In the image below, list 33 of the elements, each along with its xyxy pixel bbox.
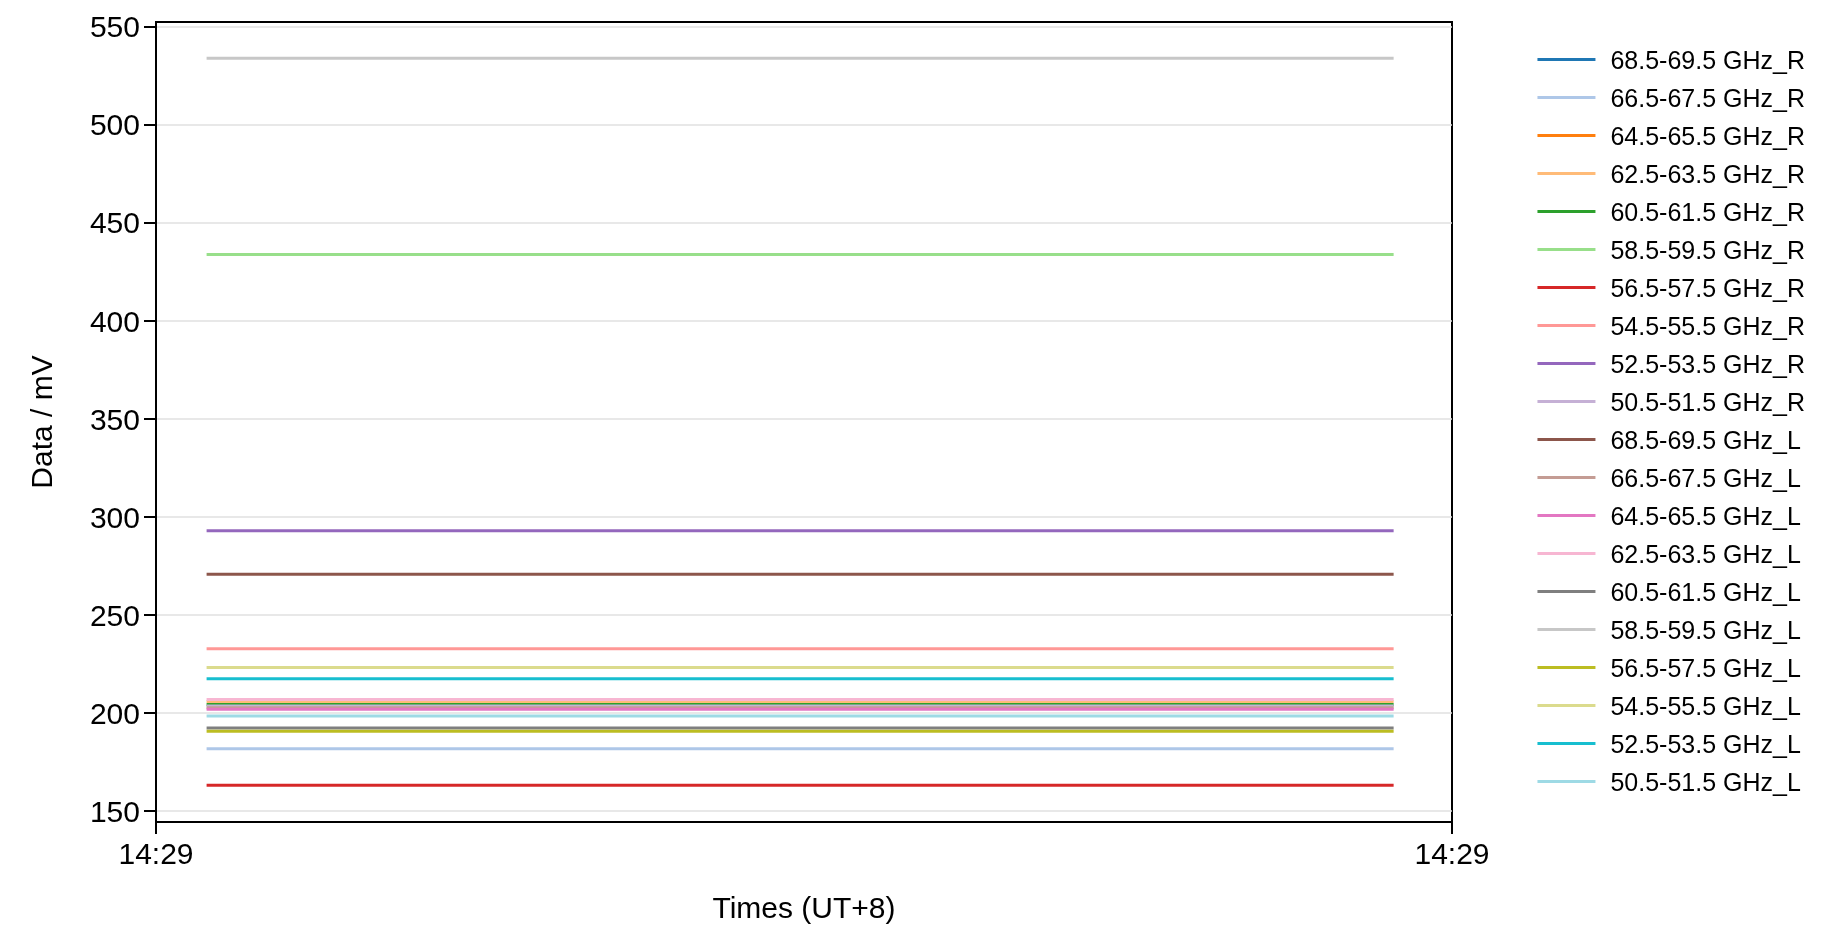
legend-label: 66.5-67.5 GHz_L [1610, 463, 1801, 492]
legend-label: 60.5-61.5 GHz_L [1610, 577, 1801, 606]
legend-label: 50.5-51.5 GHz_R [1610, 387, 1805, 416]
legend-label: 68.5-69.5 GHz_L [1610, 425, 1801, 454]
legend-label: 54.5-55.5 GHz_R [1610, 311, 1805, 340]
y-tick-label: 250 [89, 598, 140, 632]
y-tick-label: 300 [89, 500, 140, 534]
legend-label: 64.5-65.5 GHz_L [1610, 501, 1801, 530]
legend-label: 56.5-57.5 GHz_L [1610, 653, 1801, 682]
legend-label: 60.5-61.5 GHz_R [1610, 197, 1805, 226]
legend-label: 58.5-59.5 GHz_L [1610, 615, 1801, 644]
y-tick-label: 550 [89, 10, 140, 44]
legend-label: 66.5-67.5 GHz_R [1610, 83, 1805, 112]
x-tick-label: 14:29 [118, 836, 194, 870]
y-tick-label: 200 [89, 696, 140, 730]
legend-label: 68.5-69.5 GHz_R [1610, 45, 1805, 74]
legend-label: 64.5-65.5 GHz_R [1610, 121, 1805, 150]
y-tick-label: 400 [89, 304, 140, 338]
legend-label: 52.5-53.5 GHz_R [1610, 349, 1805, 378]
y-tick-label: 500 [89, 108, 140, 142]
legend-label: 52.5-53.5 GHz_L [1610, 729, 1801, 758]
legend-label: 50.5-51.5 GHz_L [1610, 767, 1801, 796]
y-tick-label: 350 [89, 402, 140, 436]
x-axis-title: Times (UT+8) [712, 890, 896, 924]
x-tick-label: 14:29 [1414, 836, 1490, 870]
legend-label: 56.5-57.5 GHz_R [1610, 273, 1805, 302]
legend-label: 62.5-63.5 GHz_L [1610, 539, 1801, 568]
y-tick-label: 450 [89, 206, 140, 240]
legend-label: 54.5-55.5 GHz_L [1610, 691, 1801, 720]
y-axis-title: Data / mV [24, 355, 58, 489]
legend-label: 58.5-59.5 GHz_R [1610, 235, 1805, 264]
y-tick-label: 150 [89, 794, 140, 828]
legend-label: 62.5-63.5 GHz_R [1610, 159, 1805, 188]
